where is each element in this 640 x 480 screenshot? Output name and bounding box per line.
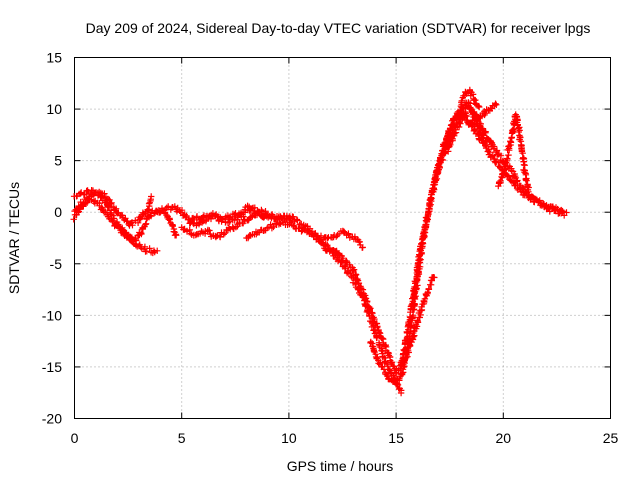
data-point-marks bbox=[239, 216, 253, 227]
y-tick-labels: 15 10 5 0 -5 -10 -15 -20 bbox=[42, 50, 62, 427]
data-point-marks bbox=[77, 194, 92, 208]
data-point-marks bbox=[110, 215, 122, 229]
y-tick-label: 15 bbox=[46, 50, 62, 66]
x-tick-label: 10 bbox=[281, 430, 297, 446]
series-sat-n bbox=[445, 108, 570, 219]
data-point-marks bbox=[167, 219, 180, 239]
data-point-marks bbox=[521, 167, 532, 195]
series-sat-g bbox=[189, 209, 249, 224]
data-point-marks bbox=[143, 245, 161, 257]
data-point-marks bbox=[538, 200, 553, 212]
data-point-marks bbox=[431, 152, 447, 184]
x-tick-label: 20 bbox=[496, 430, 512, 446]
plot-frame bbox=[74, 57, 611, 419]
axis-ticks bbox=[74, 57, 611, 419]
data-point-marks bbox=[92, 197, 107, 214]
x-tick-label: 15 bbox=[388, 430, 404, 446]
y-tick-label: -10 bbox=[42, 307, 62, 323]
y-tick-label: 0 bbox=[54, 204, 62, 220]
data-point-marks bbox=[502, 134, 515, 170]
data-point-marks bbox=[152, 205, 167, 216]
y-axis-label: SDTVAR / TECUs bbox=[6, 182, 22, 294]
data-point-marks bbox=[350, 233, 366, 251]
series-sat-p bbox=[495, 111, 532, 195]
data-point-marks bbox=[381, 358, 398, 386]
data-point-marks bbox=[127, 217, 142, 229]
data-point-marks bbox=[306, 230, 323, 245]
data-point-marks bbox=[70, 189, 85, 200]
series-sat-f bbox=[178, 208, 270, 241]
data-point-marks bbox=[481, 106, 493, 119]
x-tick-label: 25 bbox=[603, 430, 619, 446]
data-point-marks bbox=[516, 136, 528, 174]
data-point-marks bbox=[253, 226, 269, 238]
x-tick-label: 0 bbox=[71, 430, 79, 446]
series-sat-c bbox=[71, 189, 155, 229]
data-point-marks bbox=[103, 201, 117, 219]
data-point-marks bbox=[470, 95, 483, 111]
data-point-marks bbox=[416, 221, 430, 259]
data-point-marks bbox=[457, 92, 468, 110]
data-point-marks bbox=[222, 210, 238, 222]
data-point-marks bbox=[124, 232, 136, 246]
data-point-marks bbox=[521, 189, 536, 203]
data-point-marks bbox=[329, 247, 345, 260]
y-tick-label: -5 bbox=[50, 256, 63, 272]
data-point-marks bbox=[178, 224, 193, 235]
x-tick-labels: 0 5 10 15 20 25 bbox=[71, 430, 619, 446]
data-point-marks bbox=[144, 193, 155, 214]
data-point-marks bbox=[495, 165, 509, 190]
data-point-marks bbox=[187, 218, 200, 229]
data-point-marks bbox=[246, 211, 261, 221]
y-tick-label: 5 bbox=[54, 153, 62, 169]
y-tick-label: 10 bbox=[46, 101, 62, 117]
data-point-marks bbox=[317, 238, 334, 253]
data-point-marks bbox=[397, 335, 411, 370]
data-point-marks bbox=[209, 211, 226, 223]
data-point-marks bbox=[232, 209, 249, 220]
y-tick-label: -20 bbox=[42, 411, 62, 427]
data-point-marks bbox=[414, 289, 431, 326]
data-point-marks bbox=[339, 262, 356, 281]
grid-lines bbox=[74, 57, 611, 419]
data-point-marks bbox=[462, 108, 476, 130]
data-point-marks bbox=[71, 202, 84, 215]
data-point-marks bbox=[375, 359, 391, 380]
y-tick-label: -15 bbox=[42, 359, 62, 375]
data-point-marks bbox=[339, 255, 356, 271]
data-point-marks bbox=[382, 341, 400, 376]
x-tick-label: 5 bbox=[178, 430, 186, 446]
data-point-marks bbox=[367, 338, 382, 364]
data-point-marks bbox=[462, 88, 472, 97]
data-point-marks bbox=[487, 100, 500, 112]
data-point-marks bbox=[80, 187, 94, 198]
series-sat-o bbox=[457, 86, 483, 111]
data-point-marks bbox=[513, 113, 524, 143]
data-point-marks bbox=[422, 188, 436, 224]
data-point-marks bbox=[285, 213, 301, 225]
data-point-marks bbox=[212, 229, 227, 241]
data-point-marks bbox=[466, 86, 477, 99]
data-point-marks bbox=[242, 202, 258, 213]
data-point-marks bbox=[137, 214, 151, 238]
data-point-marks bbox=[478, 137, 493, 158]
data-point-marks bbox=[445, 129, 460, 155]
data-markers bbox=[70, 86, 570, 397]
data-point-marks bbox=[360, 290, 378, 325]
data-point-marks bbox=[371, 327, 389, 365]
data-point-marks bbox=[425, 274, 438, 293]
data-point-marks bbox=[465, 99, 481, 121]
series-sat-j bbox=[317, 238, 438, 378]
data-point-marks bbox=[487, 152, 502, 166]
data-point-marks bbox=[556, 207, 570, 219]
data-point-marks bbox=[189, 213, 206, 224]
chart-title: Day 209 of 2024, Sidereal Day-to-day VTE… bbox=[86, 20, 591, 36]
x-axis-label: GPS time / hours bbox=[287, 458, 394, 474]
series-sat-m bbox=[431, 99, 565, 215]
